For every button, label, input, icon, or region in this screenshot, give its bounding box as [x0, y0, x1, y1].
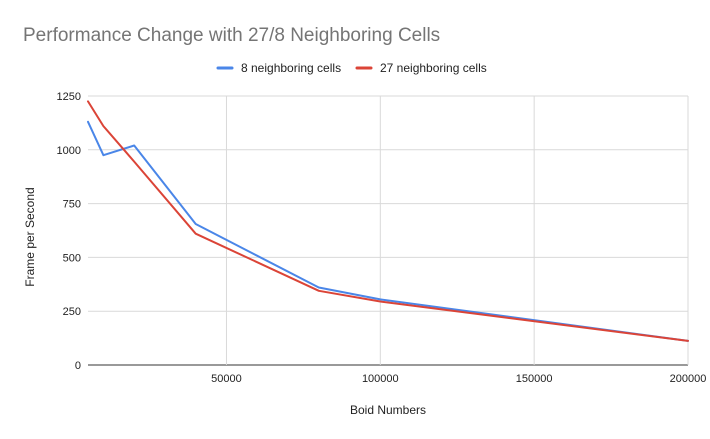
- x-tick-label: 50000: [211, 373, 242, 385]
- y-tick-label: 1250: [57, 91, 81, 103]
- y-tick-label: 500: [63, 252, 81, 264]
- y-tick-label: 1000: [57, 145, 81, 157]
- series-line-2: [87, 100, 689, 342]
- y-tick-label: 250: [63, 306, 81, 318]
- legend-label: 27 neighboring cells: [380, 61, 487, 75]
- legend-label: 8 neighboring cells: [241, 61, 341, 75]
- x-tick-label: 150000: [516, 373, 553, 385]
- legend: 8 neighboring cells 27 neighboring cells: [216, 61, 487, 75]
- y-tick-label: 0: [75, 360, 81, 372]
- y-tick-label: 750: [63, 199, 81, 211]
- y-gridlines: [88, 95, 688, 366]
- x-gridlines: [225, 96, 689, 365]
- series-line-1: [87, 120, 689, 342]
- y-axis-label: Frame per Second: [23, 187, 37, 286]
- series-lines: [87, 100, 689, 342]
- x-tick-label: 200000: [670, 373, 707, 385]
- x-axis-label: Boid Numbers: [350, 403, 426, 417]
- x-tick-label: 100000: [362, 373, 399, 385]
- chart-title: Performance Change with 27/8 Neighboring…: [23, 25, 440, 46]
- y-tick-labels: 0 250 500 750 1000 1250: [57, 91, 81, 372]
- x-tick-labels: 50000 100000 150000 200000: [211, 373, 706, 385]
